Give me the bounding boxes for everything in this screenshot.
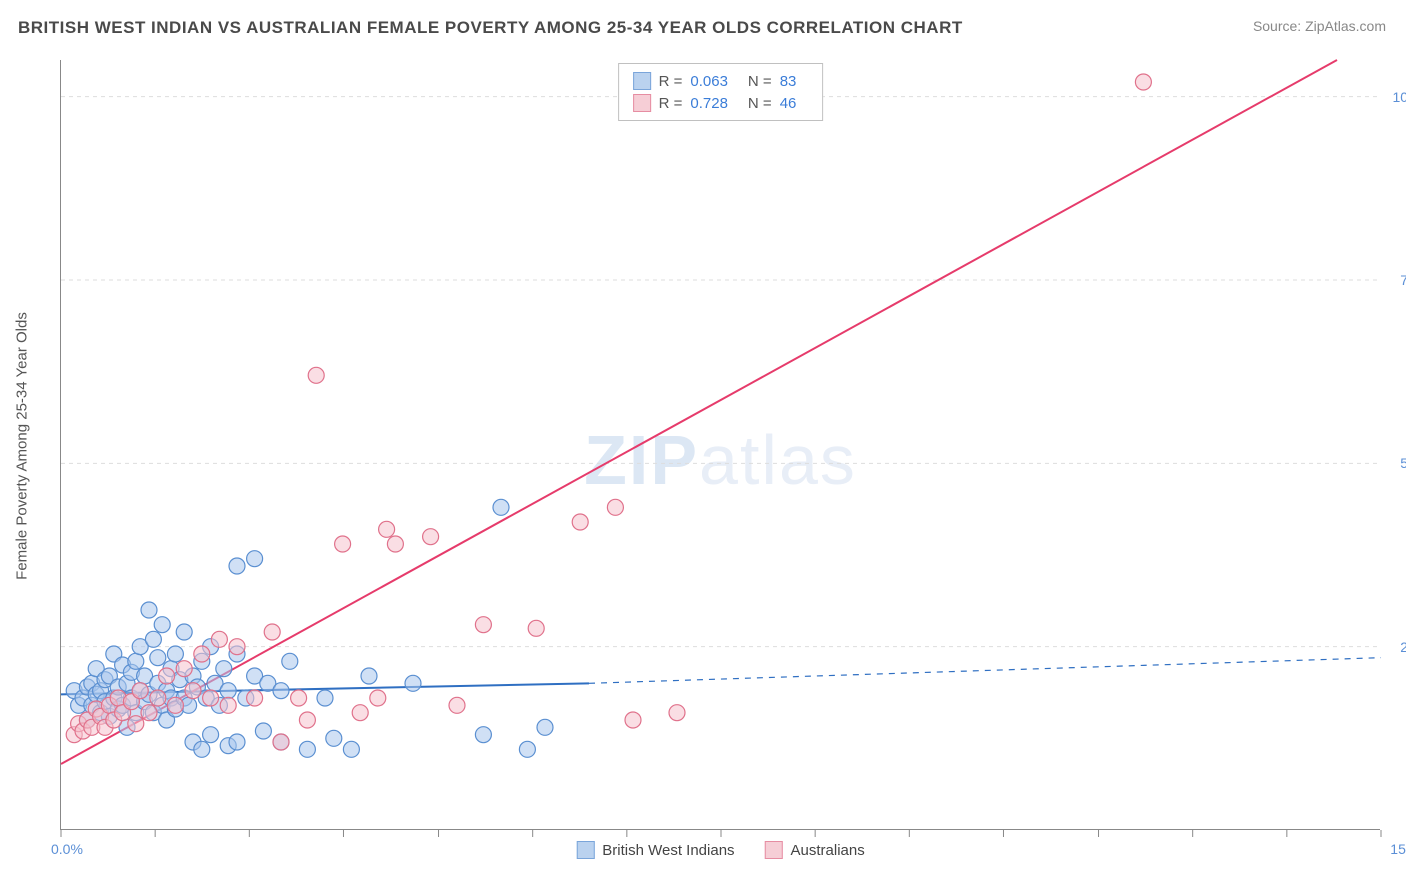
y-tick-label: 25.0% [1400, 639, 1406, 655]
y-tick-label: 100.0% [1393, 89, 1406, 105]
legend-item: Australians [765, 841, 865, 859]
chart-title: BRITISH WEST INDIAN VS AUSTRALIAN FEMALE… [18, 18, 963, 38]
y-tick-label: 50.0% [1400, 455, 1406, 471]
stats-row: R = 0.728 N = 46 [633, 92, 809, 114]
stats-box: R = 0.063 N = 83 R = 0.728 N = 46 [618, 63, 824, 121]
plot-area: ZIPatlas R =0.063N =83R =0.728N =46 0.0%… [60, 60, 1380, 830]
x-axis-max-label: 15.0% [1390, 841, 1406, 857]
legend: British West Indians Australians [576, 841, 864, 859]
series-swatch [633, 94, 651, 112]
n-value: 83 [780, 73, 797, 90]
legend-swatch [576, 841, 594, 859]
legend-label: British West Indians [602, 842, 734, 859]
legend-item: British West Indians [576, 841, 734, 859]
stats-row: R = 0.063 N = 83 [633, 70, 809, 92]
n-label: N = [748, 95, 772, 112]
n-value: 46 [780, 95, 797, 112]
r-value: 0.728 [690, 95, 728, 112]
r-label: R = [659, 73, 683, 90]
legend-label: Australians [791, 842, 865, 859]
x-axis-min-label: 0.0% [51, 841, 83, 857]
chart-svg [61, 60, 1380, 829]
r-label: R = [659, 95, 683, 112]
legend-swatch [765, 841, 783, 859]
r-value: 0.063 [690, 73, 728, 90]
chart-container: BRITISH WEST INDIAN VS AUSTRALIAN FEMALE… [0, 0, 1406, 892]
source-attribution: Source: ZipAtlas.com [1253, 18, 1386, 34]
y-axis-title: Female Poverty Among 25-34 Year Olds [14, 312, 31, 580]
n-label: N = [748, 73, 772, 90]
series-swatch [633, 72, 651, 90]
y-tick-label: 75.0% [1400, 272, 1406, 288]
